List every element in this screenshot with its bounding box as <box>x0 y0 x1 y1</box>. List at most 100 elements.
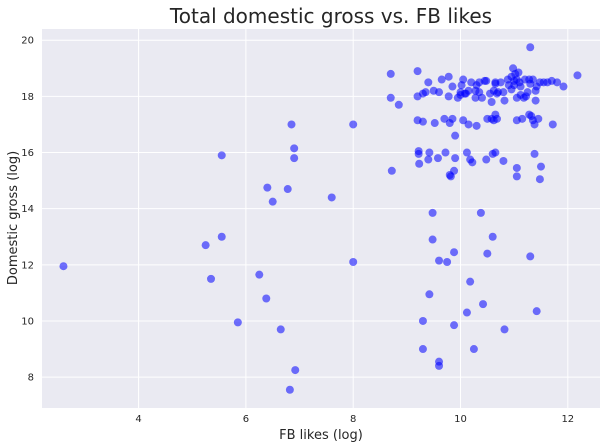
data-point <box>207 274 216 283</box>
data-point <box>451 154 460 163</box>
data-point <box>435 256 444 265</box>
data-point <box>428 208 437 217</box>
data-point <box>499 156 508 165</box>
data-point <box>535 175 544 184</box>
data-point <box>553 78 562 87</box>
data-point <box>448 114 457 123</box>
data-point <box>450 321 459 330</box>
data-point <box>518 114 527 123</box>
data-point <box>425 290 434 299</box>
grid-lines <box>42 29 600 408</box>
x-tick-label: 10 <box>454 414 467 425</box>
data-point <box>327 193 336 202</box>
data-point <box>440 114 449 123</box>
data-point <box>59 262 68 271</box>
data-point <box>268 197 277 206</box>
data-point <box>418 316 427 325</box>
data-point <box>514 68 523 77</box>
data-point <box>500 96 509 105</box>
data-point <box>415 159 424 168</box>
data-point <box>425 148 434 157</box>
data-point <box>459 75 468 84</box>
data-point <box>414 149 423 158</box>
data-point <box>349 258 358 267</box>
data-point <box>464 120 473 129</box>
data-point <box>421 88 430 97</box>
data-point <box>201 241 210 250</box>
data-point <box>548 120 557 129</box>
data-point <box>512 172 521 181</box>
data-point <box>483 249 492 258</box>
data-point <box>536 162 545 171</box>
data-point <box>283 185 292 194</box>
y-tick-label: 16 <box>21 148 34 159</box>
data-point <box>482 155 491 164</box>
data-point <box>290 144 299 153</box>
data-point <box>528 75 537 84</box>
data-point <box>448 82 457 91</box>
data-point <box>263 183 272 192</box>
data-point <box>394 100 403 109</box>
x-axis-label: FB likes (log) <box>279 428 363 443</box>
data-point <box>523 88 532 97</box>
data-point <box>413 67 422 76</box>
data-point <box>291 366 300 375</box>
data-point <box>530 149 539 158</box>
data-point <box>471 93 480 102</box>
data-point <box>387 166 396 175</box>
data-point <box>499 88 508 97</box>
data-point <box>433 154 442 163</box>
x-tick-label: 6 <box>243 414 249 425</box>
data-point <box>462 148 471 157</box>
data-point <box>462 308 471 317</box>
data-point <box>472 121 481 130</box>
data-point <box>262 294 271 303</box>
data-point <box>530 120 539 129</box>
data-point <box>526 252 535 261</box>
data-point <box>532 307 541 316</box>
x-tick-label: 8 <box>350 414 356 425</box>
data-point <box>534 114 543 123</box>
data-point <box>491 148 500 157</box>
data-point <box>516 82 525 91</box>
data-point <box>487 97 496 106</box>
data-point <box>430 119 439 128</box>
data-point <box>512 163 521 172</box>
data-point <box>526 43 535 52</box>
y-tick-label: 8 <box>28 373 34 384</box>
data-point <box>285 385 294 394</box>
data-point <box>386 69 395 78</box>
data-point <box>492 114 501 123</box>
data-point <box>437 75 446 84</box>
data-point <box>573 71 582 80</box>
data-point <box>418 117 427 126</box>
data-point <box>217 232 226 241</box>
y-tick-label: 14 <box>21 204 34 215</box>
data-point <box>443 258 452 267</box>
chart-title: Total domestic gross vs. FB likes <box>169 4 492 28</box>
x-tick-label: 4 <box>135 414 141 425</box>
data-point <box>444 92 453 101</box>
data-point <box>468 158 477 167</box>
data-point <box>464 86 473 95</box>
data-point <box>482 76 491 85</box>
y-axis-label: Domestic gross (log) <box>6 151 21 285</box>
data-point <box>441 148 450 157</box>
data-point <box>496 78 505 87</box>
data-point <box>424 78 433 87</box>
y-tick-label: 20 <box>21 36 34 47</box>
data-point <box>287 120 296 129</box>
data-point <box>451 131 460 140</box>
data-point <box>531 96 540 105</box>
data-points <box>59 43 582 394</box>
data-point <box>559 82 568 91</box>
data-point <box>450 166 459 175</box>
data-point <box>435 361 444 370</box>
data-point <box>466 277 475 286</box>
data-point <box>255 270 264 279</box>
y-tick-label: 10 <box>21 316 34 327</box>
y-tick-label: 18 <box>21 92 34 103</box>
data-point <box>418 345 427 354</box>
data-point <box>476 208 485 217</box>
